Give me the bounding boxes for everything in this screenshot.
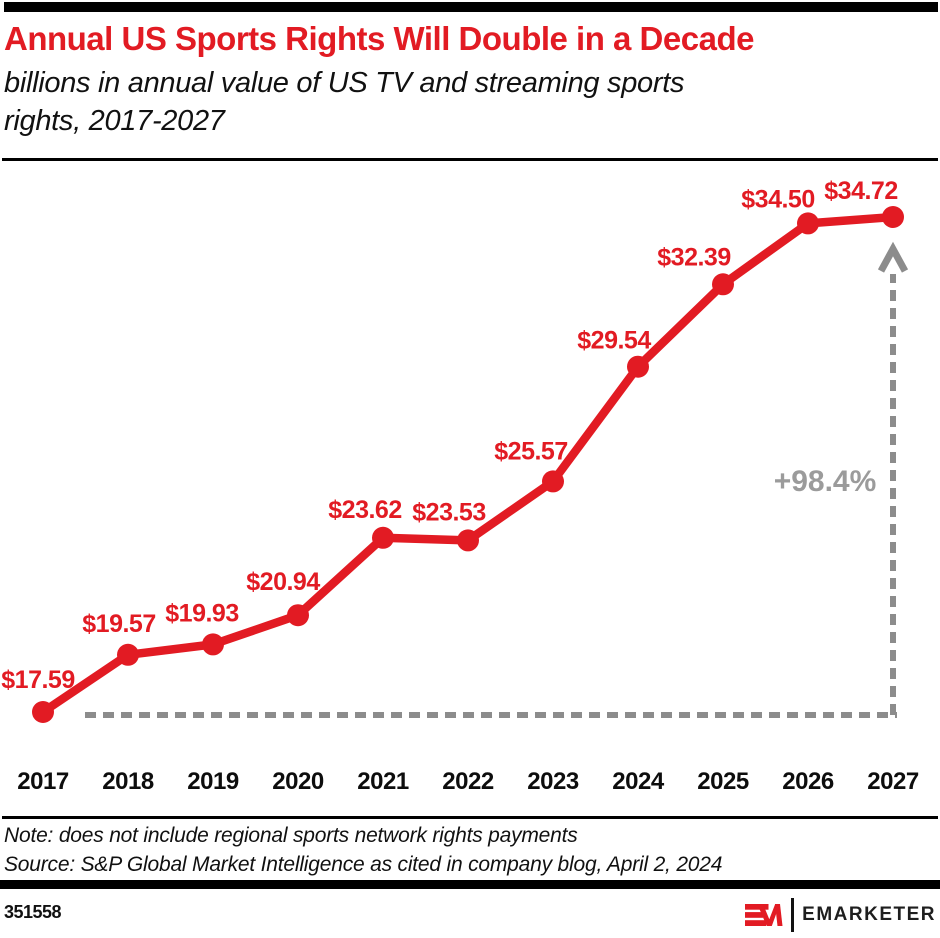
- data-point-2020: [287, 604, 309, 627]
- x-tick-2027: 2027: [867, 768, 919, 795]
- logo-separator: [791, 898, 795, 932]
- series-line: [38, 212, 898, 717]
- chart-footer-divider: [2, 816, 938, 819]
- x-tick-2023: 2023: [527, 768, 579, 795]
- x-tick-2017: 2017: [17, 768, 69, 795]
- chart-title: Annual US Sports Rights Will Double in a…: [4, 20, 754, 57]
- value-label-2020: $20.94: [246, 568, 320, 596]
- emarketer-logo: EMARKETER: [745, 896, 936, 934]
- data-point-2017: [32, 701, 54, 723]
- chart-id: 351558: [4, 902, 62, 922]
- x-tick-2018: 2018: [102, 768, 154, 795]
- data-point-2025: [712, 273, 734, 296]
- value-label-2022: $23.53: [412, 498, 485, 526]
- chart-notes: Note: does not include regional sports n…: [4, 821, 722, 879]
- data-point-2023: [542, 470, 564, 493]
- value-label-2025: $32.39: [657, 243, 730, 271]
- x-tick-2019: 2019: [187, 768, 239, 795]
- chart-subtitle-line2: rights, 2017-2027: [4, 105, 225, 137]
- value-label-2024: $29.54: [577, 327, 651, 355]
- x-tick-2025: 2025: [697, 768, 749, 795]
- value-label-2018: $19.57: [82, 610, 155, 638]
- chart-note: Note: does not include regional sports n…: [4, 824, 578, 847]
- data-point-2027: [882, 206, 904, 228]
- chart-subtitle: billions in annual value of US TV and st…: [4, 64, 684, 140]
- header-divider: [2, 158, 938, 161]
- growth-arrowhead-icon: [877, 241, 909, 273]
- x-tick-2022: 2022: [442, 768, 494, 795]
- value-label-2027: $34.72: [824, 177, 897, 205]
- top-accent-bar: [4, 2, 938, 12]
- value-label-2017: $17.59: [1, 666, 74, 694]
- x-tick-2020: 2020: [272, 768, 324, 795]
- line-chart: +98.4% $17.59 $19.57 $19.93 $20.94 $23.62 $23.…: [1, 177, 919, 795]
- data-point-2018: [117, 643, 139, 666]
- data-point-2021: [372, 526, 394, 549]
- emarketer-wordmark: EMARKETER: [802, 904, 936, 925]
- data-point-2022: [457, 529, 479, 552]
- value-label-2019: $19.93: [165, 599, 238, 627]
- value-label-2026: $34.50: [741, 185, 814, 213]
- value-label-2023: $25.57: [494, 437, 567, 465]
- data-point-2026: [797, 212, 819, 235]
- x-tick-2024: 2024: [612, 768, 665, 795]
- em-logo-icon: [745, 904, 783, 926]
- growth-annotation: +98.4%: [774, 465, 877, 498]
- data-point-2024: [627, 355, 649, 378]
- footer-bar: [0, 880, 940, 889]
- data-point-2019: [202, 633, 224, 656]
- chart-source: Source: S&P Global Market Intelligence a…: [4, 853, 723, 876]
- x-tick-2026: 2026: [782, 768, 834, 795]
- chart-subtitle-line1: billions in annual value of US TV and st…: [4, 67, 685, 99]
- x-tick-2021: 2021: [357, 768, 409, 795]
- value-label-2021: $23.62: [328, 496, 401, 524]
